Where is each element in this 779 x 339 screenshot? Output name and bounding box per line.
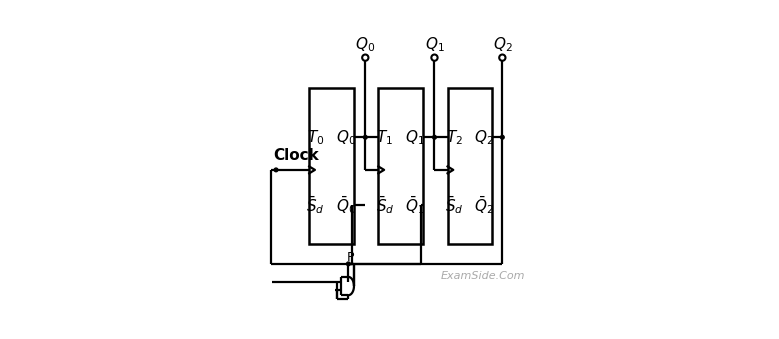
Text: Clock: Clock xyxy=(273,148,319,163)
Text: P: P xyxy=(347,251,354,264)
Text: $Q_1$: $Q_1$ xyxy=(405,128,425,146)
Text: $\bar{Q}_2$: $\bar{Q}_2$ xyxy=(474,194,494,216)
Circle shape xyxy=(432,136,436,139)
Text: $\bar{S}_d$: $\bar{S}_d$ xyxy=(306,194,325,216)
Bar xyxy=(447,88,492,244)
Text: $Q_0$: $Q_0$ xyxy=(355,35,375,54)
Text: $\bar{S}_d$: $\bar{S}_d$ xyxy=(445,194,464,216)
Bar xyxy=(309,88,354,244)
Text: $\bar{S}_d$: $\bar{S}_d$ xyxy=(375,194,394,216)
Text: $T_1$: $T_1$ xyxy=(376,128,393,146)
Text: $\bar{Q}_0$: $\bar{Q}_0$ xyxy=(336,194,356,216)
Text: ExamSide.Com: ExamSide.Com xyxy=(440,271,525,281)
Circle shape xyxy=(274,168,278,172)
Circle shape xyxy=(364,136,367,139)
Text: $Q_2$: $Q_2$ xyxy=(474,128,494,146)
Text: $T_2$: $T_2$ xyxy=(446,128,463,146)
Circle shape xyxy=(501,136,504,139)
Text: $Q_2$: $Q_2$ xyxy=(492,35,512,54)
Circle shape xyxy=(347,262,351,266)
Text: $\bar{Q}_1$: $\bar{Q}_1$ xyxy=(405,194,425,216)
Text: $Q_1$: $Q_1$ xyxy=(425,35,444,54)
Bar xyxy=(379,88,423,244)
Text: $T_0$: $T_0$ xyxy=(307,128,324,146)
Text: $Q_0$: $Q_0$ xyxy=(336,128,356,146)
